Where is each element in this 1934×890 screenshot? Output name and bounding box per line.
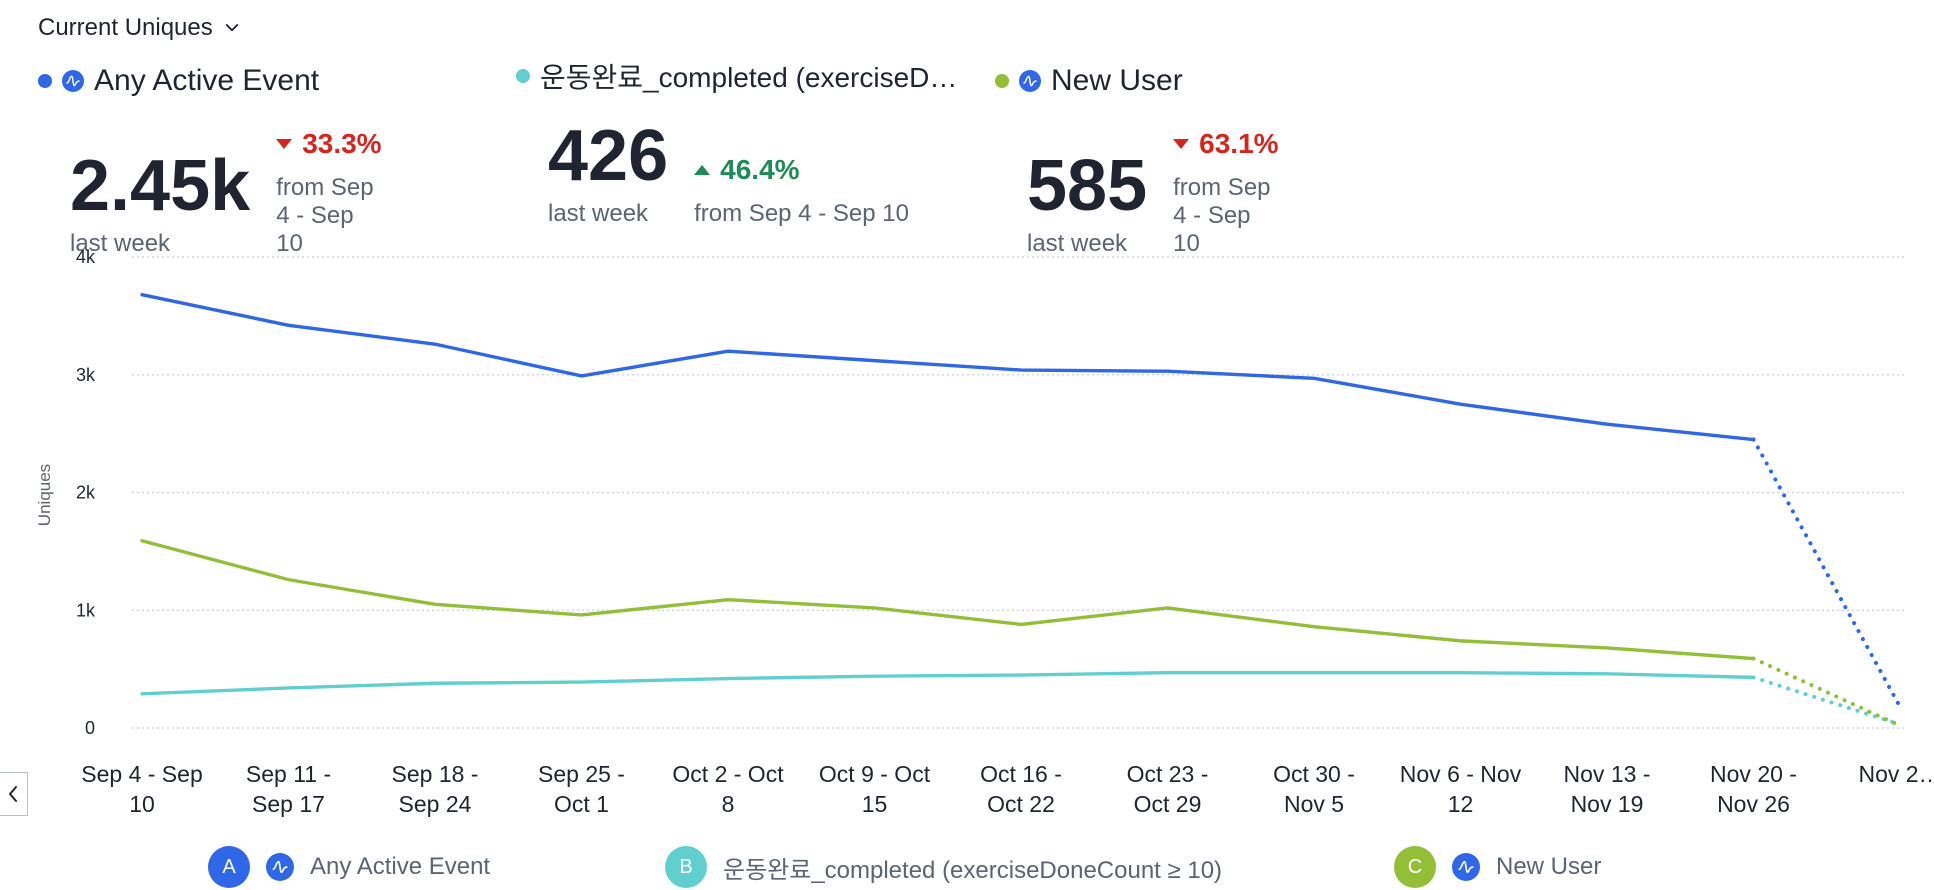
metric-card-header: New User xyxy=(995,64,1183,98)
legend-label: 운동완료_completed (exerciseDoneCount ≥ 10) xyxy=(723,856,1223,884)
chevron-left-icon xyxy=(9,786,17,802)
legend-label: New User xyxy=(1496,853,1602,880)
metric-value: 426 xyxy=(548,116,669,196)
x-tick-label: Nov 2… xyxy=(1858,761,1934,787)
metric-card-header: 운동완료_completed (exerciseD… xyxy=(516,56,957,96)
x-tick-label: Nov 20 -Nov 26 xyxy=(1710,761,1797,817)
x-tick-label: Oct 16 -Oct 22 xyxy=(980,761,1062,817)
triangle-down-icon xyxy=(1173,139,1190,149)
x-tick-label: Oct 23 -Oct 29 xyxy=(1127,761,1209,817)
triangle-down-icon xyxy=(276,139,293,149)
metric-card-title: 운동완료_completed (exerciseD… xyxy=(540,62,958,93)
metric-delta-sub: from Sep 4 - Sep 10 xyxy=(694,200,909,227)
triangle-up-icon xyxy=(694,165,711,175)
y-axis-label: Uniques xyxy=(35,464,54,526)
amplitude-icon xyxy=(266,853,294,881)
metric-selector[interactable]: Current Uniques xyxy=(38,14,241,42)
amplitude-icon xyxy=(1452,853,1480,881)
metric-delta: 33.3% xyxy=(276,128,382,160)
chart-legend: A Any Active Event B 운동완료_completed (exe… xyxy=(0,845,1934,889)
metric-card-new-user: New User 585 last week 63.1% from Sep 4 … xyxy=(995,64,1279,257)
metric-delta: 63.1% xyxy=(1173,128,1279,160)
series-dotted-segment-0 xyxy=(1751,437,1902,709)
metric-card-any-active-event: Any Active Event 2.45k last week 33.3% f… xyxy=(38,64,382,257)
metric-cards: Any Active Event 2.45k last week 33.3% f… xyxy=(0,62,1934,257)
legend-item-a[interactable]: A Any Active Event xyxy=(208,845,490,889)
legend-letter-badge: A xyxy=(208,846,250,888)
x-tick-label: Oct 9 - Oct 15 xyxy=(819,761,931,817)
y-tick-label: 0 xyxy=(85,718,95,738)
legend-letter-badge: B xyxy=(665,846,707,888)
amplitude-icon xyxy=(62,70,84,92)
collapse-panel-button[interactable] xyxy=(0,772,28,816)
series-line-2[interactable] xyxy=(140,539,1756,661)
y-tick-label: 4k xyxy=(76,247,96,267)
metric-value: 2.45k xyxy=(70,146,251,226)
x-tick-label: Oct 2 - Oct 8 xyxy=(672,761,784,817)
series-dotted-segment-1 xyxy=(1751,675,1902,727)
metric-delta-sub: from Sep 4 - Sep 10 xyxy=(1173,174,1271,257)
metric-delta-sub: from Sep 4 - Sep 10 xyxy=(276,174,374,257)
x-tick-label: Sep 4 - Sep 10 xyxy=(81,761,202,817)
chevron-down-icon xyxy=(225,24,238,32)
x-tick-label: Sep 18 -Sep 24 xyxy=(392,761,479,817)
metric-card-exercise-completed: 운동완료_completed (exerciseD… 426 last week… xyxy=(516,56,957,227)
legend-label: Any Active Event xyxy=(310,853,491,880)
amplitude-icon xyxy=(1019,70,1041,92)
metric-value-sub: last week xyxy=(70,230,171,257)
legend-item-b[interactable]: B 운동완료_completed (exerciseDoneCount ≥ 10… xyxy=(665,845,1222,889)
legend-letter-badge: C xyxy=(1394,846,1436,888)
metric-value-sub: last week xyxy=(1027,230,1128,257)
x-tick-label: Nov 6 - Nov 12 xyxy=(1400,761,1522,817)
metric-selector-label: Current Uniques xyxy=(38,14,213,41)
x-tick-label: Nov 13 -Nov 19 xyxy=(1564,761,1651,817)
x-tick-label: Sep 25 -Oct 1 xyxy=(538,761,625,817)
series-line-1[interactable] xyxy=(140,670,1756,696)
y-tick-label: 2k xyxy=(76,483,96,503)
metric-card-title: New User xyxy=(1051,64,1183,97)
series-color-dot xyxy=(516,69,530,83)
metric-value-sub: last week xyxy=(548,200,649,227)
series-line-0[interactable] xyxy=(140,292,1756,442)
y-tick-label: 1k xyxy=(76,600,96,620)
x-tick-label: Sep 11 -Sep 17 xyxy=(246,761,331,817)
series-color-dot xyxy=(38,74,52,88)
series-dotted-segment-2 xyxy=(1751,656,1902,728)
metric-card-header: Any Active Event xyxy=(38,64,319,98)
metric-card-title: Any Active Event xyxy=(94,64,320,97)
y-tick-label: 3k xyxy=(76,365,96,385)
metric-value: 585 xyxy=(1027,146,1148,226)
metric-delta: 46.4% xyxy=(694,154,909,186)
x-tick-label: Oct 30 -Nov 5 xyxy=(1273,761,1355,817)
legend-item-c[interactable]: C New User xyxy=(1394,845,1601,889)
series-color-dot xyxy=(995,74,1009,88)
